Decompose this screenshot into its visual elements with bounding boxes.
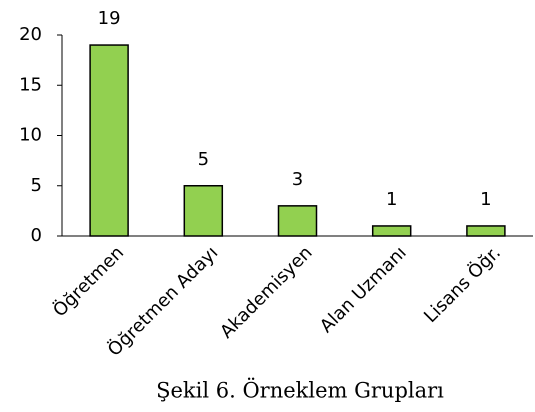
bar: [183, 185, 224, 237]
y-tick-label: 10: [19, 125, 42, 146]
bar: [277, 205, 318, 237]
data-label: 5: [198, 149, 209, 170]
y-tick-label: 0: [31, 225, 42, 246]
bar: [371, 225, 412, 237]
data-label: 1: [480, 189, 491, 210]
x-tick-label: Öğretmen: [48, 242, 128, 322]
y-tick-label: 15: [19, 74, 42, 95]
data-label: 1: [386, 189, 397, 210]
y-tick-label: 5: [31, 175, 42, 196]
x-tick-label: Alan Uzmanı: [316, 242, 411, 337]
bar: [89, 44, 129, 237]
bar: [466, 225, 506, 237]
y-tick-label: 20: [19, 24, 42, 45]
data-label: 3: [292, 169, 303, 190]
chart-caption: Şekil 6. Örneklem Grupları: [156, 378, 444, 403]
data-label: 19: [98, 8, 121, 29]
x-tick-label: Akademisyen: [216, 242, 316, 342]
x-tick-label: Lisans Öğr.: [419, 242, 505, 328]
